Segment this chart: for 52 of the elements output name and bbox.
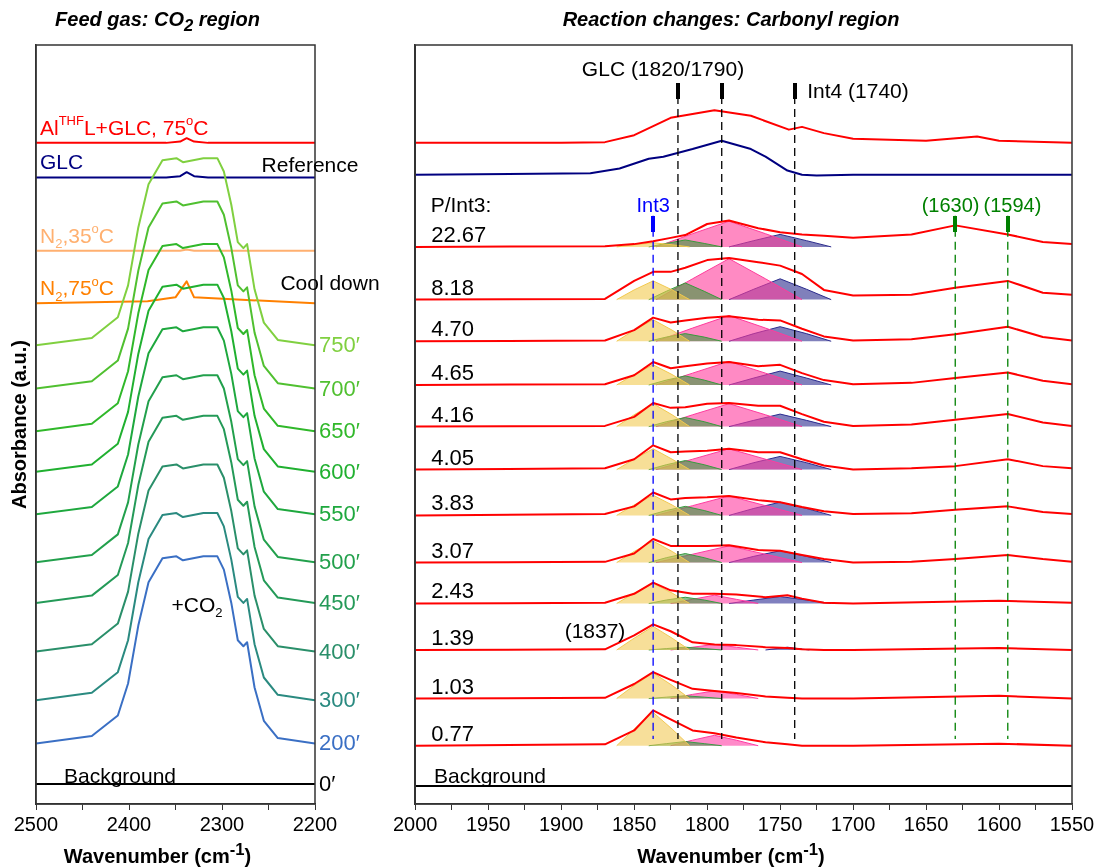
- series-label: 1.03: [431, 673, 475, 699]
- annotation: P/Int3:: [430, 193, 492, 216]
- series-label: 750′: [319, 332, 360, 358]
- y-axis-title: Absorbance (a.u.): [7, 340, 30, 509]
- x-tick-label: 1700: [830, 812, 876, 835]
- chart-title: Feed gas: CO$_{2}$ region: [54, 8, 261, 36]
- chart-title: Reaction changes: Carbonyl region: [561, 8, 901, 31]
- series-label: 300′: [319, 687, 360, 713]
- series-label: 600′: [319, 458, 360, 484]
- x-tick-label: 1600: [976, 812, 1022, 835]
- series-label: 0′: [319, 771, 336, 797]
- series-label: 400′: [319, 638, 360, 664]
- series-label: 700′: [319, 375, 360, 401]
- series-label: 4.65: [431, 359, 475, 385]
- x-axis-title: Wavenumber (cm$^{-1}$): [62, 840, 253, 868]
- series-label: 1.39: [431, 624, 475, 650]
- x-tick-label: 2000: [393, 812, 438, 835]
- x-axis-title: Wavenumber (cm$^{-1}$): [636, 840, 826, 868]
- series-label: 450′: [319, 589, 360, 615]
- x-tick-label: 1550: [1049, 812, 1095, 835]
- text: GLC (1820/1790): [581, 57, 745, 80]
- x-tick-label: 1650: [903, 812, 949, 835]
- series-label: 4.05: [431, 444, 475, 470]
- x-tick-label: 2200: [292, 812, 338, 835]
- x-tick-label: 1850: [611, 812, 657, 835]
- series-label: 22.67: [431, 221, 487, 247]
- annotation: (1837): [564, 619, 626, 642]
- series-label: 8.18: [431, 274, 475, 300]
- annotation: Background: [433, 764, 547, 787]
- x-tick-label: 1800: [684, 812, 730, 835]
- series-label: 4.16: [431, 401, 475, 427]
- series-label: 3.83: [431, 490, 475, 516]
- x-tick-label: 1900: [538, 812, 584, 835]
- annotation: Background: [63, 764, 177, 787]
- x-tick-label: 2500: [13, 812, 59, 835]
- ref-line-label: Int3: [636, 193, 670, 216]
- series-label: 650′: [319, 418, 360, 444]
- x-tick-label: 1950: [465, 812, 511, 835]
- series-label: 0.77: [431, 720, 475, 746]
- series-label: GLC: [40, 150, 84, 174]
- series-label: 4.70: [431, 316, 475, 342]
- ref-line-label: (1630): [921, 193, 980, 216]
- series-label: 550′: [319, 501, 360, 527]
- x-tick-label: 1750: [757, 812, 803, 835]
- series-label: 3.07: [431, 537, 475, 563]
- x-tick-label: 2400: [106, 812, 152, 835]
- series-label: 200′: [319, 730, 360, 756]
- series-label: 500′: [319, 549, 360, 575]
- series-label: 2.43: [431, 578, 475, 604]
- ref-line-label: (1594): [983, 193, 1042, 216]
- text: Int4 (1740): [807, 79, 909, 102]
- x-tick-label: 2300: [199, 812, 245, 835]
